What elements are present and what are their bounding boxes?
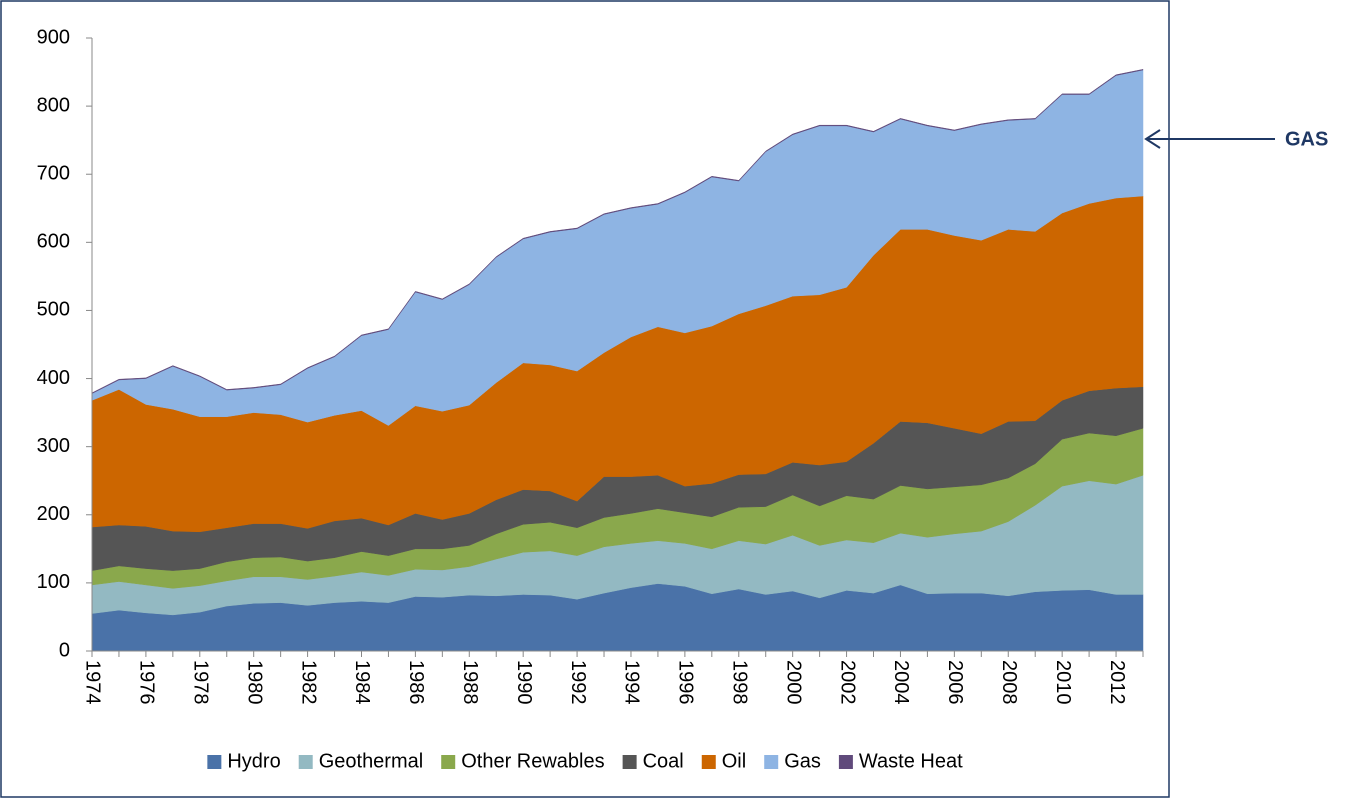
legend-label: Coal bbox=[643, 750, 684, 772]
x-tick-label: 1982 bbox=[297, 660, 319, 705]
x-tick-label: 2010 bbox=[1052, 660, 1074, 705]
y-tick-label: 800 bbox=[37, 94, 70, 116]
x-tick-label: 1980 bbox=[243, 660, 265, 705]
x-tick-label: 2002 bbox=[836, 660, 858, 705]
area bbox=[91, 69, 1144, 394]
legend-swatch bbox=[207, 755, 222, 769]
y-tick-label: 500 bbox=[37, 299, 70, 321]
legend-label: Hydro bbox=[227, 750, 280, 772]
legend-swatch bbox=[622, 755, 637, 769]
legend-swatch bbox=[298, 755, 313, 769]
legend-swatch bbox=[764, 755, 779, 769]
y-tick-label: 700 bbox=[37, 163, 70, 185]
annotation: GAS bbox=[1285, 128, 1328, 150]
x-tick-label: 1978 bbox=[190, 660, 212, 705]
legend-label: Gas bbox=[784, 750, 821, 772]
y-tick-label: 400 bbox=[37, 367, 70, 389]
legend-swatch bbox=[701, 755, 716, 769]
x-tick-label: 1976 bbox=[136, 660, 158, 705]
y-tick-label: 900 bbox=[37, 26, 70, 48]
x-tick-label: 1974 bbox=[82, 660, 104, 705]
x-tick-label: 2004 bbox=[890, 660, 912, 705]
legend-swatch bbox=[838, 755, 853, 769]
x-tick-label: 2008 bbox=[998, 660, 1020, 705]
y-tick-label: 300 bbox=[37, 435, 70, 457]
y-tick-label: 200 bbox=[37, 503, 70, 525]
legend-label: Oil bbox=[722, 750, 746, 772]
legend-label: Other Rewables bbox=[461, 750, 604, 772]
x-tick-label: 1986 bbox=[405, 660, 427, 705]
x-tick-label: 1984 bbox=[351, 660, 373, 705]
y-tick-label: 600 bbox=[37, 231, 70, 253]
x-tick-label: 1992 bbox=[567, 660, 589, 705]
x-tick-label: 2000 bbox=[782, 660, 804, 705]
x-tick-label: 1998 bbox=[728, 660, 750, 705]
x-tick-label: 1994 bbox=[621, 660, 643, 705]
y-tick-label: 100 bbox=[37, 571, 70, 593]
x-tick-label: 2012 bbox=[1106, 660, 1128, 705]
x-tick-label: 2006 bbox=[944, 660, 966, 705]
annotation-arrowhead bbox=[1144, 129, 1161, 149]
y-tick-label: 0 bbox=[59, 639, 70, 661]
x-tick-label: 1990 bbox=[513, 660, 535, 705]
x-tick-label: 1996 bbox=[675, 660, 697, 705]
legend-label: Geothermal bbox=[319, 750, 424, 772]
legend-label: Waste Heat bbox=[859, 750, 963, 772]
x-tick-label: 1988 bbox=[459, 660, 481, 705]
legend-swatch bbox=[441, 755, 456, 769]
